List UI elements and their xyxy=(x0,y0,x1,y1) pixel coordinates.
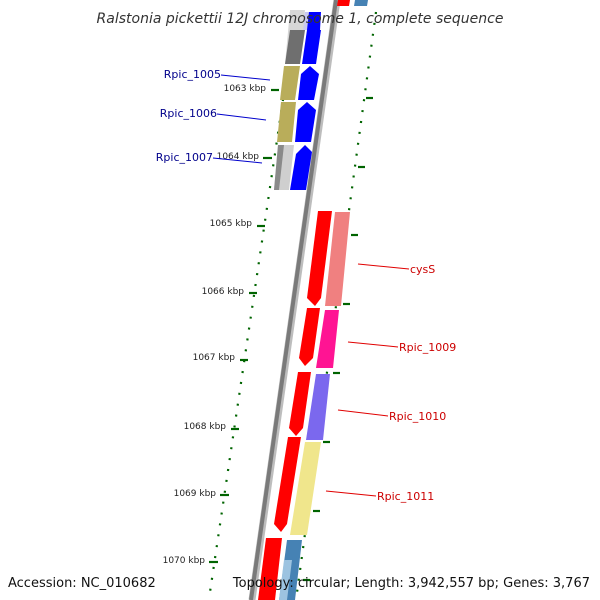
gene-label-connector xyxy=(212,157,263,164)
gene-label: Rpic_1011 xyxy=(377,490,434,503)
topology-text: Topology: circular; Length: 3,942,557 bp… xyxy=(232,576,590,591)
cds-rpic-1004-top xyxy=(307,12,321,30)
tick-label: 1066 kbp xyxy=(202,287,245,297)
cds-rpic-1010 xyxy=(289,372,311,436)
gene-label: cysS xyxy=(410,263,435,276)
tick-label: 1067 kbp xyxy=(193,353,236,363)
cds-rpic-1012 xyxy=(258,538,282,600)
cds-rpic-1005 xyxy=(298,66,319,100)
gene-label: Rpic_1007 xyxy=(156,151,213,164)
map-title: Ralstonia pickettii 12J chromosome 1, co… xyxy=(97,11,504,27)
cds-rpic-1004 xyxy=(302,30,321,64)
gene-block-rpic-1005 xyxy=(280,66,300,100)
gene-label-connector xyxy=(325,490,377,497)
gene-block-rpic-1004-shade xyxy=(285,30,305,64)
tick-label: 1064 kbp xyxy=(217,152,260,162)
gene-block-cyss xyxy=(325,212,350,306)
cds-rpic-1006 xyxy=(295,102,316,142)
forward-genes xyxy=(274,10,321,190)
gene-block-rpic-1009 xyxy=(316,310,339,368)
backbone-core xyxy=(249,0,338,600)
cds-cyss xyxy=(307,211,332,306)
gene-label-connector xyxy=(357,263,410,270)
tick-label: 1063 kbp xyxy=(224,84,267,94)
gene-block-rpic-1007-edge xyxy=(274,145,284,190)
gene-block-rpic-1012-light xyxy=(279,560,292,600)
tick-label: 1069 kbp xyxy=(174,489,217,499)
gene-label-connector xyxy=(220,74,271,81)
gene-block-rpic-1006 xyxy=(277,102,296,142)
tick-label: 1065 kbp xyxy=(210,219,253,229)
cds-rpic-1007 xyxy=(290,145,312,190)
tick-label: 1070 kbp xyxy=(163,556,206,566)
gene-label-connector xyxy=(216,113,267,121)
gene-label-connector xyxy=(337,409,389,417)
tick-layer: 1063 kbp 1064 kbp 1065 kbp 1066 kbp 1067 kbp… xyxy=(163,84,373,582)
gene-label-layer: Rpic_1005 Rpic_1006 Rpic_1007 cysS Rpic_1009… xyxy=(156,68,456,503)
gene-label: Rpic_1005 xyxy=(164,68,221,81)
gene-block-rpic-1011 xyxy=(290,442,321,535)
gene-block-rpic-1010 xyxy=(306,374,330,440)
gene-label: Rpic_1010 xyxy=(389,410,446,423)
reverse-genes xyxy=(258,211,350,600)
top-reverse-gene xyxy=(354,0,368,6)
cds-rpic-1009 xyxy=(299,308,320,366)
gene-label: Rpic_1009 xyxy=(399,341,456,354)
accession-text: Accession: NC_010682 xyxy=(8,576,156,591)
top-reverse-cds xyxy=(337,0,350,6)
gene-label: Rpic_1006 xyxy=(160,107,217,120)
cds-rpic-1011 xyxy=(274,437,301,532)
tick-label: 1068 kbp xyxy=(184,422,227,432)
gene-label-connector xyxy=(347,341,399,348)
